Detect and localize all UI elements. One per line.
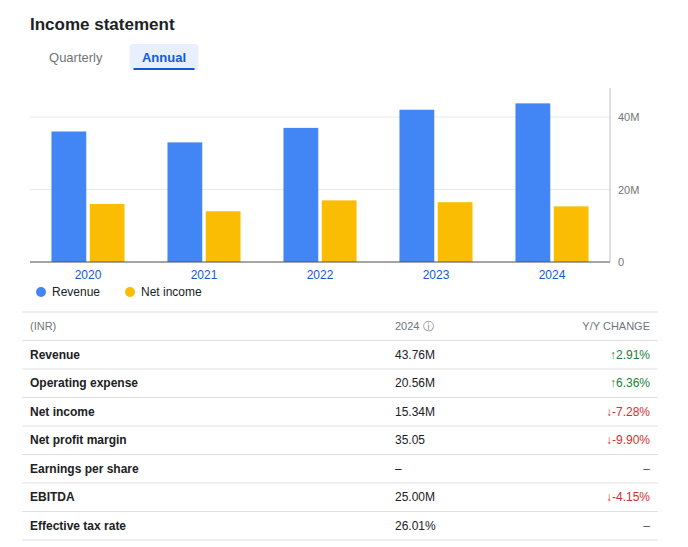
row-label: Earnings per share <box>30 462 139 476</box>
bar <box>438 202 473 262</box>
row-value: – <box>395 462 402 476</box>
table-line <box>22 454 658 455</box>
grid-line <box>30 262 610 263</box>
table-line <box>22 483 658 484</box>
y-tick-label: 0 <box>618 256 624 268</box>
row-label: Net profit margin <box>30 433 127 447</box>
chart-root: Income statement Quarterly Annual 0 20M 40M 20… <box>0 0 688 547</box>
table-line <box>22 340 658 341</box>
row-value: 15.34M <box>395 405 435 419</box>
row-label: EBITDA <box>30 490 75 504</box>
y-axis-line <box>610 88 611 262</box>
row-label: Operating expense <box>30 376 138 390</box>
table-line <box>22 369 658 370</box>
tab[interactable]: Quarterly <box>49 50 103 65</box>
table-header: (INR) <box>30 320 56 332</box>
bar <box>90 204 125 262</box>
bar <box>554 206 589 262</box>
bar <box>51 132 86 263</box>
row-change: ↑6.36% <box>610 376 650 390</box>
x-tick-label: 2022 <box>307 268 334 282</box>
table-header: 2024 ⓘ <box>395 320 434 332</box>
tab-bg <box>130 44 199 70</box>
bar <box>283 128 318 262</box>
tab[interactable]: Annual <box>142 50 186 65</box>
background <box>0 0 688 547</box>
y-tick-label: 20M <box>618 184 639 196</box>
y-tick-label: 40M <box>618 111 639 123</box>
row-value: 35.05 <box>395 433 425 447</box>
table-line <box>22 540 658 541</box>
table-header: Y/Y CHANGE <box>582 320 650 332</box>
table-line <box>22 511 658 512</box>
bars <box>51 103 588 262</box>
tab-underline <box>134 68 195 70</box>
bar <box>206 211 241 262</box>
row-value: 25.00M <box>395 490 435 504</box>
row-change: ↓-7.28% <box>606 405 650 419</box>
row-value: 43.76M <box>395 348 435 362</box>
legend-swatch <box>36 287 46 297</box>
row-label: Net income <box>30 405 95 419</box>
row-label: Effective tax rate <box>30 519 126 533</box>
table-line <box>22 426 658 427</box>
x-axis-line <box>30 262 610 263</box>
legend-label: Revenue <box>52 285 100 299</box>
bar <box>399 110 434 262</box>
x-tick-label: 2024 <box>539 268 566 282</box>
row-change: ↑2.91% <box>610 348 650 362</box>
row-value: 20.56M <box>395 376 435 390</box>
bar <box>167 142 202 262</box>
x-tick-label: 2023 <box>423 268 450 282</box>
title: Income statement <box>30 15 175 34</box>
row-change: ↓-4.15% <box>606 490 650 504</box>
table-line <box>22 397 658 398</box>
row-value: 26.01% <box>395 519 436 533</box>
x-tick-label: 2021 <box>191 268 218 282</box>
legend-label: Net income <box>141 285 202 299</box>
row-label: Revenue <box>30 348 80 362</box>
bar <box>322 200 357 262</box>
bar <box>515 103 550 262</box>
row-change: ↓-9.90% <box>606 433 650 447</box>
x-tick-label: 2020 <box>75 268 102 282</box>
row-change: – <box>643 462 650 476</box>
legend-swatch <box>125 287 135 297</box>
row-change: – <box>643 519 650 533</box>
table-line <box>22 312 658 313</box>
